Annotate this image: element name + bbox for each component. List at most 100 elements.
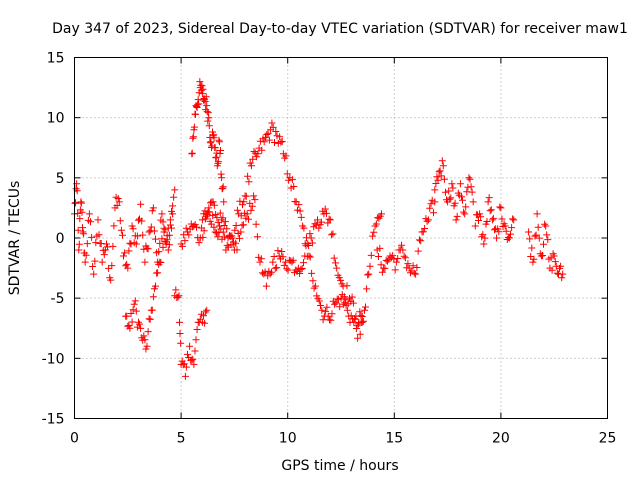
data-point	[361, 306, 368, 314]
data-point	[129, 306, 137, 314]
data-point	[310, 284, 318, 292]
data-point	[510, 216, 518, 224]
data-point	[114, 195, 122, 202]
data-point	[169, 210, 177, 218]
data-point	[467, 183, 475, 191]
x-tick-label: 20	[492, 431, 510, 447]
data-point	[204, 211, 211, 219]
data-point	[305, 242, 313, 249]
data-point	[426, 204, 434, 212]
data-point	[199, 233, 207, 241]
data-point	[181, 237, 189, 245]
data-point	[311, 220, 319, 228]
data-point	[414, 247, 422, 255]
y-tick-label: -5	[51, 291, 65, 307]
data-point	[258, 146, 266, 154]
data-point	[272, 128, 280, 135]
data-point	[196, 78, 204, 86]
data-point	[182, 363, 190, 371]
data-point	[285, 176, 293, 184]
data-point	[436, 167, 444, 175]
data-point	[85, 210, 93, 218]
data-point	[323, 209, 330, 217]
data-point	[215, 228, 223, 236]
data-point	[307, 234, 315, 242]
data-point	[452, 216, 460, 224]
data-point	[221, 218, 229, 226]
data-point	[471, 222, 479, 230]
data-point	[241, 209, 249, 217]
data-point	[409, 262, 417, 270]
data-point	[445, 187, 453, 195]
data-point	[364, 271, 372, 279]
data-point	[319, 316, 327, 324]
data-point	[186, 342, 194, 350]
data-point	[145, 315, 153, 323]
data-point	[475, 217, 482, 224]
data-point	[398, 241, 405, 249]
data-point	[549, 250, 557, 258]
data-point	[116, 217, 124, 225]
data-point	[338, 280, 346, 288]
data-point	[282, 152, 290, 160]
data-point	[265, 136, 273, 144]
data-point	[481, 234, 489, 242]
data-point	[279, 253, 287, 261]
data-point	[315, 297, 323, 305]
data-point	[325, 215, 333, 223]
x-tick-label: 0	[70, 431, 79, 447]
data-point	[152, 235, 159, 243]
data-point	[174, 293, 182, 301]
data-point	[342, 296, 350, 304]
data-point	[232, 239, 240, 247]
data-point	[396, 246, 404, 254]
data-point	[349, 299, 357, 307]
data-point	[448, 180, 456, 188]
data-point	[144, 328, 152, 336]
data-point	[157, 259, 165, 266]
data-point	[78, 208, 86, 216]
data-point	[532, 231, 540, 239]
data-point	[366, 262, 374, 270]
data-point	[548, 266, 556, 274]
data-point	[203, 306, 211, 314]
data-point	[291, 198, 299, 205]
data-point	[209, 212, 217, 220]
data-point	[163, 236, 171, 244]
data-point	[127, 240, 135, 248]
data-point	[166, 221, 174, 229]
data-point	[94, 216, 102, 224]
data-point	[129, 225, 137, 233]
data-point	[223, 225, 231, 233]
data-point	[188, 149, 196, 157]
data-point	[458, 193, 465, 201]
data-point	[451, 199, 459, 207]
x-tick-label: 25	[599, 431, 617, 447]
data-point	[356, 330, 364, 338]
data-point	[300, 259, 307, 267]
data-point	[131, 297, 139, 305]
data-point	[343, 282, 351, 290]
data-point	[483, 218, 491, 225]
data-point	[430, 209, 437, 217]
data-point	[453, 212, 461, 220]
y-tick-label: -10	[42, 351, 65, 367]
data-point	[330, 254, 338, 262]
data-point	[177, 339, 185, 347]
data-point	[533, 210, 541, 218]
data-point	[77, 199, 85, 207]
data-point	[82, 251, 90, 259]
data-point	[485, 194, 493, 202]
data-point	[273, 264, 281, 272]
data-point	[150, 227, 158, 235]
data-point	[378, 268, 386, 276]
data-point	[283, 265, 291, 273]
data-point	[283, 170, 291, 178]
data-point	[136, 320, 143, 328]
data-point	[203, 108, 211, 116]
data-point	[205, 204, 213, 212]
data-point	[188, 356, 196, 364]
ticks	[74, 57, 608, 419]
data-point	[215, 136, 223, 144]
data-point	[210, 223, 218, 231]
